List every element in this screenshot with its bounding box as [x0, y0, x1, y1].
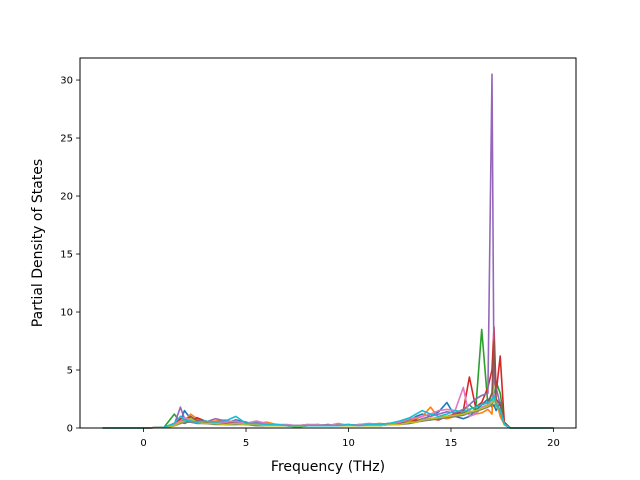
y-tick-label: 0 [67, 424, 73, 435]
x-tick-label: 20 [547, 438, 560, 449]
y-axis: 0 5 10 15 20 25 30 [60, 76, 80, 435]
series-layer [102, 73, 554, 429]
y-tick-label: 5 [67, 366, 73, 377]
y-tick-label: 25 [60, 134, 73, 145]
x-tick-label: 15 [445, 438, 458, 449]
x-tick-label: 10 [342, 438, 355, 449]
x-tick-label: 5 [243, 438, 249, 449]
x-axis-label: Frequency (THz) [271, 459, 385, 475]
y-tick-label: 30 [60, 76, 73, 87]
y-tick-label: 10 [60, 308, 73, 319]
y-tick-label: 20 [60, 192, 73, 203]
y-axis-label: Partial Density of States [30, 159, 46, 327]
plot-frame [79, 57, 577, 429]
series-line-10 [102, 394, 554, 429]
x-axis: 0 5 10 15 20 [140, 428, 560, 449]
y-tick-label: 15 [60, 250, 73, 261]
series-line-9 [102, 396, 554, 429]
x-tick-label: 0 [140, 438, 146, 449]
series-line-3 [102, 328, 554, 429]
